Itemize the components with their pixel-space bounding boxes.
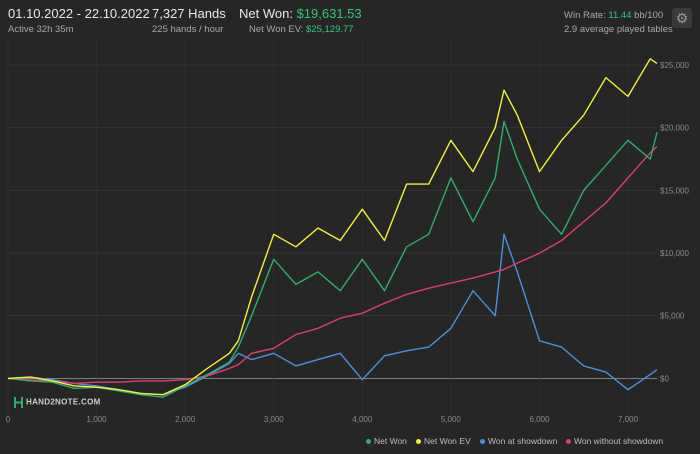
date-range[interactable]: 01.10.2022 - 22.10.2022 [8,6,150,21]
legend-label: Won without showdown [574,436,664,446]
net-won-label: Net Won: [239,6,293,21]
legend-label: Net Won [374,436,407,446]
chart-series [7,58,658,398]
legend-dot-icon [480,439,485,445]
x-tick-label: 7,000 [618,415,639,424]
x-tick-label: 5,000 [441,415,462,424]
gear-icon[interactable]: ⚙ [672,8,692,28]
series-line-net-won-ev [7,58,658,396]
series-line-net-won [7,120,658,398]
net-won-ev-label: Net Won EV: [249,24,304,35]
hands-count: 7,327 Hands [152,6,226,21]
hand2note-logo: HAND2NOTE.COM [14,397,101,408]
logo-mark-icon [14,397,23,408]
legend-item-non-showdown[interactable]: Won without showdown [566,436,663,446]
stats-header: 01.10.2022 - 22.10.2022 Active 32h 35m 7… [0,0,700,40]
win-rate-value: 11.44 [608,10,632,21]
x-tick-label: 6,000 [529,415,550,424]
net-won-ev: Net Won EV: $25,129.77 [249,24,354,35]
win-rate-label: Win Rate: [564,10,606,21]
tables-played: 2.9 average played tables [564,24,673,35]
chart-legend: Net Won Net Won EV Won at showdown Won with… [0,436,700,452]
chart-area: $0 $5,000 $10,000 $15,000 $20,000 $25,000 0 1,0… [6,40,690,424]
y-tick-label: $10,000 [660,249,689,258]
net-won-value: $19,631.53 [296,6,362,21]
legend-item-showdown[interactable]: Won at showdown [480,436,557,446]
win-rate-unit: bb/100 [634,10,664,21]
series-line-showdown [7,233,658,396]
legend-dot-icon [416,439,421,445]
net-won: Net Won: $19,631.53 [239,6,362,21]
y-tick-label: $25,000 [660,61,689,70]
chart-ticks: $0 $5,000 $10,000 $15,000 $20,000 $25,000 0 1,0… [6,61,690,424]
legend-dot-icon [566,439,571,445]
y-tick-label: $20,000 [660,124,689,133]
legend-dot-icon [366,439,371,445]
win-rate: Win Rate: 11.44 bb/100 [564,10,663,21]
x-tick-label: 2,000 [175,415,196,424]
legend-label: Net Won EV [424,436,471,446]
active-time: Active 32h 35m [8,24,74,35]
x-tick-label: 3,000 [264,415,285,424]
series-line-non-showdown [7,145,658,385]
legend-label: Won at showdown [488,436,558,446]
legend-item-net-won-ev[interactable]: Net Won EV [416,436,471,446]
logo-text: HAND2NOTE.COM [26,397,101,407]
x-tick-label: 1,000 [87,415,108,424]
legend-item-net-won[interactable]: Net Won [366,436,407,446]
net-won-ev-value: $25,129.77 [306,24,354,35]
x-tick-label: 4,000 [352,415,373,424]
chart-grid [7,40,657,416]
y-tick-label: $5,000 [660,312,685,321]
hands-per-hour: 225 hands / hour [152,24,224,35]
y-tick-label: $15,000 [660,186,689,195]
y-tick-label: $0 [660,374,669,383]
x-tick-label: 0 [6,415,11,424]
